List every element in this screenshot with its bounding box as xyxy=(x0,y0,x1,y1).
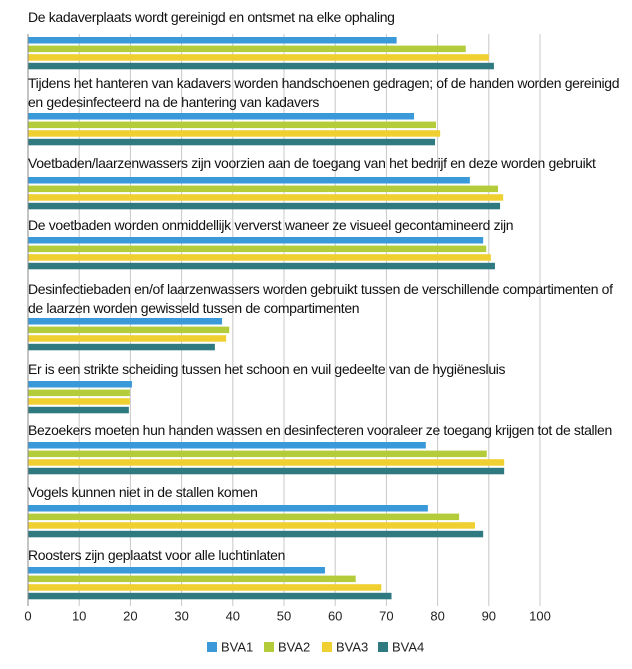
category-label: De voetbaden worden onmiddellijk ververs… xyxy=(28,217,514,233)
bar xyxy=(28,62,494,70)
bar xyxy=(28,522,475,529)
bar xyxy=(28,398,130,405)
x-tick-label: 100 xyxy=(529,608,551,623)
legend-label: BVA2 xyxy=(278,639,310,654)
x-tick-label: 80 xyxy=(430,608,444,623)
bar xyxy=(28,54,489,61)
bar xyxy=(28,237,484,244)
legend-swatch xyxy=(264,642,274,652)
bar xyxy=(28,113,415,120)
legend-swatch xyxy=(207,642,217,652)
bar xyxy=(28,459,505,466)
x-tick-label: 40 xyxy=(226,608,240,623)
bar xyxy=(28,389,130,397)
bar xyxy=(28,318,223,325)
bar xyxy=(28,575,356,583)
category-label: Roosters zijn geplaatst voor alle luchti… xyxy=(28,547,286,563)
bar xyxy=(28,202,501,210)
bar xyxy=(28,130,441,137)
bar xyxy=(28,45,466,53)
x-tick-label: 0 xyxy=(24,608,31,623)
x-tick-label: 30 xyxy=(174,608,188,623)
bar xyxy=(28,254,491,261)
bar xyxy=(28,262,495,270)
x-tick-label: 70 xyxy=(379,608,393,623)
category-label: Voetbaden/laarzenwassers zijn voorzien a… xyxy=(28,155,596,171)
legend-label: BVA1 xyxy=(221,639,253,654)
bar xyxy=(28,121,437,129)
bar xyxy=(28,381,132,388)
bar xyxy=(28,592,392,600)
bar xyxy=(28,138,436,146)
bar xyxy=(28,513,460,521)
bar xyxy=(28,442,426,449)
bar xyxy=(28,185,499,193)
bar xyxy=(28,245,487,253)
bar xyxy=(28,194,504,201)
bar xyxy=(28,335,227,342)
x-tick-label: 50 xyxy=(277,608,291,623)
bar xyxy=(28,505,428,512)
bar xyxy=(28,567,325,574)
bar xyxy=(28,177,470,184)
legend-swatch xyxy=(378,642,388,652)
category-label: Tijdens het hanteren van kadavers worden… xyxy=(28,75,620,110)
category-label: Desinfectiebaden en/of laarzenwassers wo… xyxy=(28,281,613,316)
bar xyxy=(28,530,484,538)
category-label: Vogels kunnen niet in de stallen komen xyxy=(28,484,258,500)
x-tick-label: 60 xyxy=(328,608,342,623)
x-tick-label: 10 xyxy=(72,608,86,623)
bar xyxy=(28,37,397,44)
bar xyxy=(28,467,505,475)
x-tick-label: 90 xyxy=(482,608,496,623)
bar xyxy=(28,406,129,414)
x-tick-label: 20 xyxy=(123,608,137,623)
legend-swatch xyxy=(322,642,332,652)
category-label: De kadaverplaats wordt gereinigd en onts… xyxy=(28,9,395,25)
bar xyxy=(28,584,382,591)
legend-label: BVA3 xyxy=(336,639,368,654)
category-label: Bezoekers moeten hun handen wassen en de… xyxy=(28,422,612,438)
bar xyxy=(28,326,230,334)
category-label: Er is een strikte scheiding tussen het s… xyxy=(28,361,506,377)
bar xyxy=(28,343,215,351)
bar xyxy=(28,450,487,458)
legend-label: BVA4 xyxy=(392,639,424,654)
